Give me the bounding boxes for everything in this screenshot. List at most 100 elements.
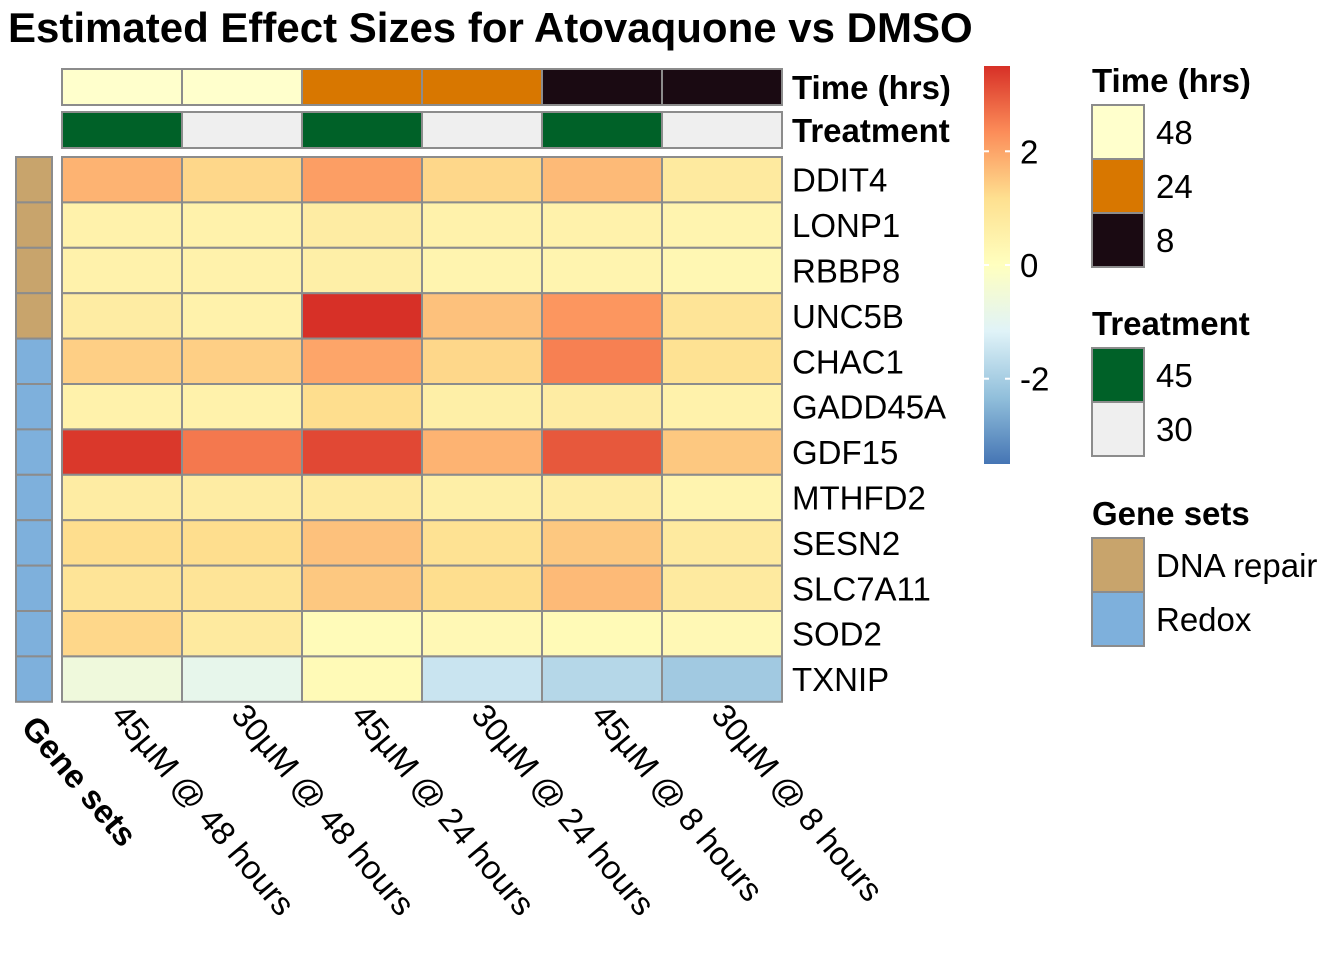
heatmap-cell: [661, 246, 783, 295]
row-annotation-cell: [15, 292, 53, 340]
scale-tick-label: 0: [1020, 247, 1038, 284]
annotation-legends: Time (hrs) 48 24 8 Treatment 45 30 Gene sets DNA…: [1091, 62, 1317, 647]
legend-swatch: [1091, 212, 1145, 268]
heatmap-cell: [661, 610, 783, 658]
heatmap-cell: [421, 428, 543, 476]
row-annotation-cell: [15, 156, 53, 204]
heatmap-cell: [181, 337, 303, 386]
heatmap-cell: [301, 156, 423, 204]
annotation-cell: [181, 111, 303, 149]
heatmap-cell: [301, 428, 423, 476]
heatmap-cell: [61, 564, 183, 612]
heatmap-cell: [61, 610, 183, 658]
row-label: LONP1: [792, 207, 900, 244]
heatmap-cell: [421, 610, 543, 658]
color-scale-legend: 2 0 -2: [984, 66, 1049, 464]
heatmap-cell: [61, 655, 183, 703]
heatmap-cell: [61, 201, 183, 249]
legend-title: Treatment: [1092, 305, 1250, 342]
legend-label: DNA repair: [1156, 547, 1317, 584]
legend-label: 24: [1156, 168, 1193, 205]
heatmap-cell: [301, 519, 423, 567]
heatmap-cell: [541, 564, 663, 612]
heatmap-cell: [181, 292, 303, 340]
heatmap-cell: [421, 201, 543, 249]
heatmap-cell: [421, 564, 543, 612]
heatmap-cell: [661, 655, 783, 703]
legend-swatch: [1091, 347, 1145, 403]
heatmap-cell: [541, 655, 663, 703]
annotation-label: Time (hrs): [792, 69, 951, 106]
legend-label: 48: [1156, 114, 1193, 151]
annotation-cell: [421, 68, 543, 106]
heatmap-cell: [661, 473, 783, 522]
heatmap-cell: [421, 337, 543, 386]
heatmap-cell: [421, 292, 543, 340]
heatmap-cell: [661, 337, 783, 386]
chart-title: Estimated Effect Sizes for Atovaquone vs…: [8, 4, 973, 51]
heatmap-cell: [661, 156, 783, 204]
heatmap-cell: [541, 383, 663, 431]
heatmap-cell: [541, 246, 663, 295]
row-label: DDIT4: [792, 162, 887, 199]
row-annotation-cell: [15, 519, 53, 567]
row-label: GDF15: [792, 434, 898, 471]
legend-swatch: [1091, 591, 1145, 647]
heatmap-cell: [541, 519, 663, 567]
legend-label: 45: [1156, 357, 1193, 394]
heatmap-cell: [301, 473, 423, 522]
row-label: SESN2: [792, 525, 900, 562]
row-annotation-cell: [15, 428, 53, 476]
annotation-cell: [301, 111, 423, 149]
row-annotation-cell: [15, 610, 53, 658]
row-label: SOD2: [792, 616, 882, 653]
heatmap-cell: [421, 156, 543, 204]
row-annotation-cell: [15, 383, 53, 431]
legend-swatch: [1091, 158, 1145, 214]
heatmap-cell: [421, 246, 543, 295]
annotation-cell: [661, 111, 783, 149]
scale-tick-label: -2: [1020, 361, 1049, 398]
heatmap-cell: [301, 292, 423, 340]
heatmap-cell: [301, 337, 423, 386]
legend-label: Redox: [1156, 601, 1252, 638]
row-annotation-cell: [15, 655, 53, 703]
legend-swatch: [1091, 401, 1145, 457]
heatmap-cell: [61, 156, 183, 204]
heatmap-cell: [61, 428, 183, 476]
heatmap-cell: [61, 246, 183, 295]
heatmap-cell: [661, 564, 783, 612]
heatmap-cell: [541, 610, 663, 658]
heatmap-cell: [661, 201, 783, 249]
row-label: TXNIP: [792, 661, 889, 698]
heatmap-cell: [61, 292, 183, 340]
annotation-cell: [421, 111, 543, 149]
heatmap-cell: [421, 519, 543, 567]
heatmap-cell: [421, 473, 543, 522]
heatmap-cell: [661, 383, 783, 431]
heatmap-cell: [301, 564, 423, 612]
row-label: MTHFD2: [792, 480, 926, 517]
row-label: CHAC1: [792, 343, 904, 380]
annotation-cell: [661, 68, 783, 106]
legend-title: Gene sets: [1092, 495, 1250, 532]
heatmap-cell: [61, 473, 183, 522]
heatmap-cell: [541, 428, 663, 476]
annotation-cell: [61, 111, 183, 149]
annotation-cell: [541, 111, 663, 149]
heatmap-cell: [61, 337, 183, 386]
heatmap-cell: [661, 519, 783, 567]
row-annotation-cell: [15, 473, 53, 522]
heatmap-cell: [181, 610, 303, 658]
annotation-label: Treatment: [792, 112, 950, 149]
heatmap-cell: [181, 201, 303, 249]
heatmap-cells: [61, 156, 783, 703]
row-label: RBBP8: [792, 253, 900, 290]
legend-swatch: [1091, 537, 1145, 593]
heatmap-cell: [301, 201, 423, 249]
heatmap-cell: [181, 519, 303, 567]
heatmap-cell: [181, 246, 303, 295]
row-annotation-cell: [15, 246, 53, 295]
row-label: SLC7A11: [792, 570, 931, 607]
